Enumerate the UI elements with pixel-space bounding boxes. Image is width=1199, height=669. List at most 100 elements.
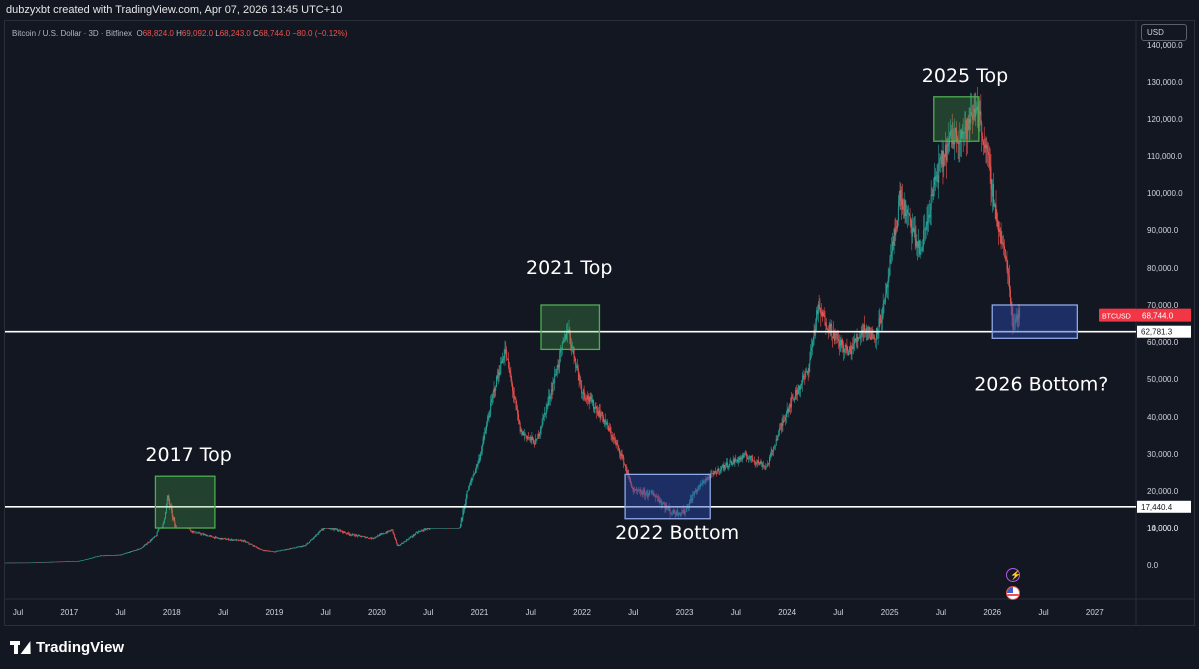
- candle-body: [338, 529, 340, 531]
- candle-body: [480, 451, 482, 454]
- candle-body: [208, 535, 209, 537]
- candle-body: [942, 150, 944, 168]
- candle-body: [200, 533, 202, 535]
- candle-body: [54, 561, 56, 563]
- candle-body: [773, 446, 775, 452]
- candle-body: [840, 339, 842, 346]
- candle-body: [852, 346, 854, 349]
- candle-body: [332, 528, 334, 529]
- candle-body: [373, 537, 375, 539]
- candle-body: [678, 513, 679, 515]
- candle-body: [502, 359, 504, 360]
- candle-body: [175, 525, 177, 528]
- candle-body: [889, 259, 891, 276]
- candle-body: [636, 490, 638, 491]
- candle-body: [790, 403, 791, 408]
- candle-body: [645, 492, 647, 496]
- candle-body: [670, 513, 672, 514]
- candle-body: [838, 338, 840, 341]
- candle-body: [501, 361, 503, 363]
- candle-body: [710, 473, 712, 474]
- top-zone-box[interactable]: [540, 304, 601, 351]
- candle-body: [637, 490, 639, 491]
- candle-body: [437, 528, 439, 529]
- tradingview-logo[interactable]: TradingView: [10, 637, 124, 657]
- candle-body: [598, 411, 599, 416]
- candle-body: [62, 561, 64, 563]
- candle-body: [898, 200, 900, 207]
- candle-body: [555, 373, 556, 375]
- price-chart[interactable]: 62,781.3 17,440.4 2017 Top 2021 Top 2022 Bot…: [5, 21, 1194, 625]
- candle-body: [972, 115, 973, 120]
- candle-body: [79, 560, 81, 562]
- candle-body: [738, 457, 740, 460]
- candle-body: [862, 329, 864, 332]
- candle-body: [504, 349, 506, 358]
- candle-body: [382, 533, 384, 534]
- candle-body: [264, 550, 266, 551]
- candle-body: [85, 559, 86, 560]
- candle-body: [353, 534, 355, 536]
- candle-body: [886, 284, 888, 288]
- candle-body: [448, 528, 450, 529]
- candle-body: [747, 457, 749, 460]
- lightning-icon[interactable]: ⚡: [1006, 568, 1021, 582]
- candle-body: [218, 538, 220, 539]
- candle-body: [973, 108, 975, 113]
- currency-button[interactable]: USD: [1141, 24, 1187, 41]
- candle-body: [801, 379, 803, 384]
- candle-body: [420, 530, 422, 532]
- candle-body: [204, 534, 206, 536]
- candle-body: [378, 535, 380, 537]
- candle-body: [924, 228, 926, 230]
- candle-body: [866, 328, 868, 332]
- candle-body: [108, 555, 110, 557]
- candle-body: [280, 550, 282, 551]
- candle-body: [819, 306, 821, 312]
- candle-body: [565, 334, 567, 340]
- open-value: 68,824.0: [142, 29, 174, 38]
- candle-body: [238, 539, 240, 541]
- candle-body: [112, 555, 114, 556]
- candle-body: [34, 562, 36, 563]
- candle-body: [400, 543, 402, 545]
- bottom-zone-box[interactable]: [991, 304, 1078, 339]
- candle-body: [683, 509, 685, 514]
- candle-body: [8, 562, 10, 564]
- time-tick-label: Jul: [936, 608, 946, 617]
- candle-body: [290, 548, 292, 549]
- top-zone-box[interactable]: [154, 475, 216, 529]
- candle-body: [286, 549, 288, 551]
- candle-body: [379, 534, 381, 535]
- candle-body: [789, 403, 791, 408]
- candle-body: [923, 229, 925, 246]
- candle-body: [950, 130, 952, 136]
- candle-body: [580, 379, 582, 385]
- candle-body: [262, 550, 264, 551]
- candle-body: [522, 431, 524, 436]
- candle-body: [255, 546, 257, 548]
- candle-body: [118, 555, 120, 556]
- candle-body: [106, 555, 108, 556]
- candle-body: [550, 389, 552, 397]
- candle-body: [207, 535, 209, 537]
- us-flag-icon[interactable]: [1006, 586, 1020, 600]
- candle-body: [833, 330, 835, 341]
- candle-body: [1009, 276, 1010, 290]
- candle-body: [733, 459, 735, 464]
- candle-body: [807, 373, 809, 374]
- candle-body: [868, 326, 870, 333]
- top-zone-box[interactable]: [933, 96, 980, 142]
- candle-body: [673, 509, 675, 513]
- candle-body: [337, 530, 339, 532]
- price-tick-label: 100,000.0: [1147, 189, 1183, 198]
- candle-body: [73, 561, 75, 562]
- candle-body: [369, 537, 371, 539]
- candle-body: [1019, 307, 1021, 318]
- bottom-zone-box[interactable]: [624, 473, 711, 520]
- candle-body: [41, 562, 43, 563]
- candle-body: [561, 343, 563, 349]
- candle-body: [348, 533, 350, 535]
- candle-body: [556, 365, 558, 375]
- candle-body: [906, 209, 908, 214]
